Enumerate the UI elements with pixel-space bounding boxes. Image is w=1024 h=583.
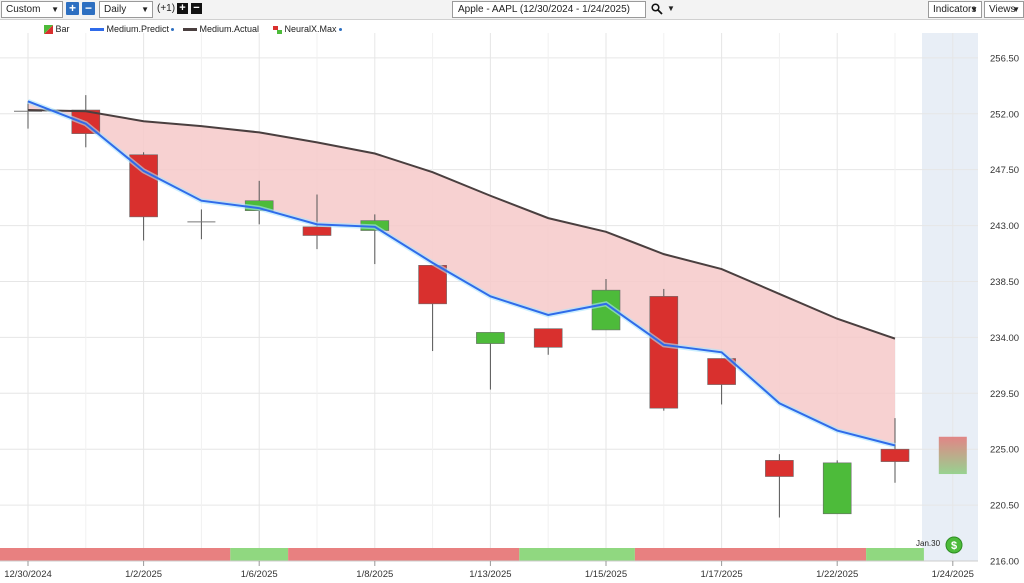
chevron-down-icon: ▼ [970,5,978,14]
candle [129,152,158,241]
y-tick-label: 256.50 [990,53,1019,64]
candle-body [533,328,563,348]
interval-select-value: Daily [104,4,127,15]
candle-body [822,462,852,515]
y-tick-label: 252.00 [990,109,1019,120]
search-icon[interactable] [651,3,663,15]
date-badge-label: Jan.30 [916,539,941,548]
forecast-candle [938,436,967,475]
period-select[interactable]: Custom ▼ [1,1,63,18]
toolbar: Custom ▼ + − Daily ▼ (+1) + − Apple - AA… [0,0,1024,20]
period-select-value: Custom [6,4,41,15]
y-tick-label: 234.00 [990,333,1019,344]
candle [14,101,42,129]
x-tick-label: 1/15/2025 [585,569,627,580]
x-tick-label: 1/6/2025 [241,569,278,580]
dollar-coin-icon[interactable]: $ [945,536,963,554]
svg-text:$: $ [951,540,957,552]
views-button[interactable]: Views ▼ [984,1,1024,18]
offset-minus-button[interactable]: − [191,3,202,14]
x-tick-label: 1/2/2025 [125,569,162,580]
y-tick-label: 220.50 [990,501,1019,512]
candle-body [129,154,158,218]
signal-strip [0,548,924,561]
candle [880,418,910,483]
prediction-band [28,101,895,446]
legend-predict-label: Medium.Predict [106,24,170,34]
zoom-out-button[interactable]: − [82,2,95,15]
medium-predict-line [27,100,896,447]
symbol-title: Apple - AAPL (12/30/2024 - 1/24/2025) [458,4,630,15]
legend-bar-label: Bar [55,24,70,34]
candle [765,454,794,518]
neuralx-swatch-icon [273,25,282,34]
y-tick-label: 229.50 [990,389,1019,400]
candle-body [880,448,910,462]
signal-segment [0,548,231,561]
y-tick-label: 225.00 [990,445,1019,456]
x-axis: 12/30/2024 1/2/2025 1/6/2025 1/8/2025 1/13/2… [0,560,978,580]
interval-select[interactable]: Daily ▼ [99,1,153,18]
actual-line-swatch-icon [183,27,197,31]
offset-label: (+1) [157,3,176,14]
candle [533,328,563,355]
candle [187,209,216,240]
indicators-button[interactable]: Indicators ▼ [928,1,982,18]
candle [476,332,505,390]
signal-segment [634,548,867,561]
forecast-zone [922,33,978,561]
candle-body [418,265,447,305]
chevron-down-icon: ▼ [51,5,59,14]
candle-body [649,296,679,409]
medium-actual-line [27,109,896,340]
candle [822,460,852,515]
predict-line-swatch-icon [90,27,104,31]
legend-item-medium-predict[interactable]: Medium.Predict [90,22,175,36]
legend-item-medium-actual[interactable]: Medium.Actual [183,22,259,36]
legend-neuralx-label: NeuralX.Max [284,24,337,34]
forecast-range [938,436,967,475]
zoom-in-button[interactable]: + [66,2,79,15]
x-tick-label: 1/24/2025 [932,569,974,580]
y-tick-label: 216.00 [990,557,1019,568]
settings-dot-icon[interactable] [338,28,342,32]
candle [360,214,390,265]
chevron-down-icon: ▼ [141,5,149,14]
x-tick-label: 1/22/2025 [816,569,858,580]
candle [418,265,447,352]
bar-swatch-icon [44,25,53,35]
chevron-down-icon: ▼ [1012,5,1020,14]
y-tick-label: 238.50 [990,277,1019,288]
y-tick-label: 243.00 [990,221,1019,232]
x-tick-label: 1/17/2025 [700,569,742,580]
offset-plus-button[interactable]: + [177,3,188,14]
candle-body [765,460,794,477]
x-tick-label: 1/8/2025 [356,569,393,580]
settings-dot-icon[interactable] [171,28,175,32]
y-tick-label: 247.50 [990,165,1019,176]
candle-body [302,226,332,236]
legend-item-bar[interactable]: Bar [44,22,70,36]
candle [707,358,736,405]
views-label: Views [989,4,1016,15]
signal-segment [519,548,635,561]
date-badge: Jan.30 [916,539,940,549]
candle [649,288,679,411]
symbol-title-box[interactable]: Apple - AAPL (12/30/2024 - 1/24/2025) [452,1,646,18]
legend-item-neuralx-max[interactable]: NeuralX.Max [273,22,342,36]
search-menu-chevron-icon[interactable]: ▼ [667,4,675,13]
x-tick-label: 1/13/2025 [469,569,511,580]
signal-segment [866,548,924,561]
signal-segment [288,548,520,561]
x-tick-label: 12/30/2024 [4,569,52,580]
indicators-label: Indicators [933,4,977,15]
y-axis: 216.00 220.50 225.00 229.50 234.00 238.50 243.… [990,53,1019,567]
candle-body [476,332,505,344]
signal-segment [230,548,289,561]
legend-actual-label: Medium.Actual [199,24,260,34]
